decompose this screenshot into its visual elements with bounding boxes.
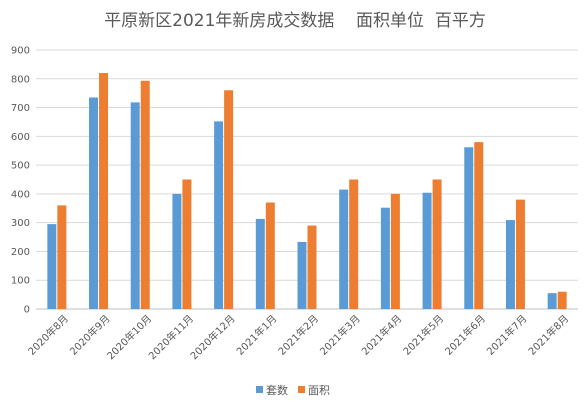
x-tick-label: 2020年8月 xyxy=(25,312,71,358)
bar-area xyxy=(515,199,525,309)
x-tick-label: 2021年8月 xyxy=(525,312,571,358)
bar-area xyxy=(182,179,192,309)
bar-units xyxy=(214,121,224,309)
bar-area xyxy=(390,193,400,309)
y-tick-label: 200 xyxy=(11,247,30,258)
legend: 套数 面积 xyxy=(256,384,330,397)
x-tick-label: 2021年2月 xyxy=(275,312,321,358)
y-axis: 0 100 200 300 400 500 600 700 800 900 xyxy=(11,46,30,316)
legend-label-series-0: 套数 xyxy=(266,384,288,397)
bar-units xyxy=(47,224,57,309)
bar-area xyxy=(99,73,109,310)
x-tick-label: 2021年4月 xyxy=(359,312,405,358)
bar-units xyxy=(297,241,307,309)
bar-units xyxy=(422,192,432,309)
y-tick-label: 900 xyxy=(11,46,30,57)
x-axis: 2020年8月2020年9月2020年10月2020年11月2020年12月20… xyxy=(25,312,571,362)
bar-area xyxy=(57,205,67,309)
bar-units xyxy=(255,218,265,309)
y-tick-label: 800 xyxy=(11,74,30,85)
bar-units xyxy=(130,102,140,310)
bar-area xyxy=(474,142,484,309)
x-tick-label: 2021年5月 xyxy=(400,312,446,358)
bar-area xyxy=(307,225,317,309)
chart-title: 平原新区2021年新房成交数据 面积单位 百平方 xyxy=(104,11,486,31)
x-tick-label: 2021年3月 xyxy=(317,312,363,358)
y-tick-label: 500 xyxy=(11,161,30,172)
y-tick-label: 0 xyxy=(24,305,30,316)
bar-area xyxy=(432,179,442,309)
bars xyxy=(47,73,567,310)
y-tick-label: 100 xyxy=(11,276,30,287)
legend-label-series-1: 面积 xyxy=(308,384,330,397)
y-tick-label: 600 xyxy=(11,132,30,143)
bar-units xyxy=(339,189,349,309)
bar-area xyxy=(557,291,567,309)
legend-swatch-series-0 xyxy=(256,386,263,393)
legend-swatch-series-1 xyxy=(298,386,305,393)
x-tick-label: 2020年9月 xyxy=(67,312,113,358)
y-tick-label: 400 xyxy=(11,189,30,200)
bar-area xyxy=(140,80,150,309)
bar-area xyxy=(265,202,275,309)
y-tick-label: 700 xyxy=(11,103,30,114)
x-tick-label: 2021年6月 xyxy=(442,312,488,358)
x-tick-label: 2021年7月 xyxy=(484,312,530,358)
bar-units xyxy=(464,147,474,309)
x-tick-label: 2020年12月 xyxy=(187,312,237,362)
bar-units xyxy=(89,97,99,309)
bar-area xyxy=(349,179,359,309)
y-tick-label: 300 xyxy=(11,218,30,229)
bar-area xyxy=(224,90,234,310)
bar-units xyxy=(380,207,390,309)
gridlines xyxy=(36,49,578,310)
bar-units xyxy=(172,193,182,309)
bar-units xyxy=(505,220,515,309)
x-tick-label: 2021年1月 xyxy=(234,312,280,358)
bar-units xyxy=(547,293,557,309)
